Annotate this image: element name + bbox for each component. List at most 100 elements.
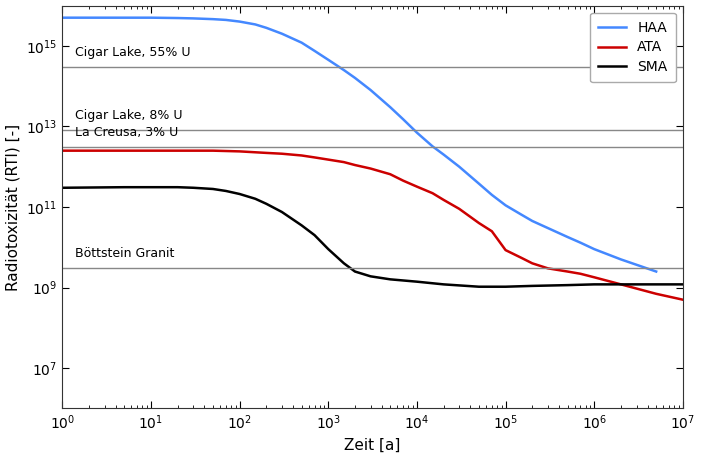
Text: Cigar Lake, 8% U: Cigar Lake, 8% U: [75, 109, 183, 122]
HAA: [58, 15, 67, 21]
SMA: [189, 185, 198, 191]
Line: HAA: HAA: [62, 18, 656, 272]
SMA: [222, 188, 230, 194]
HAA: [236, 19, 244, 24]
HAA: [576, 240, 585, 245]
SMA: [297, 223, 306, 228]
HAA: [147, 15, 155, 21]
SMA: [652, 282, 660, 287]
ATA: [564, 269, 572, 274]
SMA: [475, 284, 483, 289]
HAA: [209, 16, 217, 22]
SMA: [236, 191, 244, 197]
HAA: [455, 164, 463, 169]
ATA: [340, 159, 348, 165]
SMA: [58, 185, 67, 191]
HAA: [440, 152, 448, 158]
ATA: [517, 255, 525, 261]
HAA: [488, 192, 496, 197]
ATA: [147, 148, 155, 153]
Text: Böttstein Granit: Böttstein Granit: [75, 247, 175, 260]
SMA: [278, 209, 286, 215]
Line: ATA: ATA: [62, 151, 683, 300]
ATA: [236, 149, 244, 154]
HAA: [311, 48, 319, 54]
ATA: [350, 162, 359, 168]
SMA: [324, 246, 332, 252]
ATA: [386, 171, 395, 177]
HAA: [278, 31, 286, 37]
SMA: [262, 201, 271, 207]
SMA: [367, 273, 375, 279]
Line: SMA: SMA: [62, 187, 683, 287]
ATA: [209, 148, 217, 153]
HAA: [428, 144, 437, 149]
HAA: [501, 202, 510, 208]
ATA: [576, 271, 585, 277]
ATA: [58, 148, 67, 153]
ATA: [488, 229, 496, 234]
SMA: [413, 279, 421, 284]
HAA: [251, 22, 259, 27]
SMA: [386, 277, 395, 282]
HAA: [262, 25, 271, 31]
ATA: [590, 274, 599, 280]
ATA: [528, 261, 536, 266]
HAA: [350, 75, 359, 81]
SMA: [120, 185, 128, 190]
ATA: [652, 291, 660, 296]
HAA: [367, 87, 375, 93]
SMA: [399, 278, 407, 283]
HAA: [222, 17, 230, 22]
X-axis label: Zeit [a]: Zeit [a]: [344, 437, 401, 453]
ATA: [297, 153, 306, 158]
SMA: [251, 196, 259, 202]
HAA: [297, 40, 306, 45]
SMA: [173, 185, 182, 190]
ATA: [189, 148, 198, 153]
ATA: [367, 166, 375, 171]
HAA: [413, 130, 421, 136]
SMA: [564, 283, 572, 288]
HAA: [189, 16, 198, 21]
ATA: [428, 191, 437, 196]
HAA: [528, 218, 536, 224]
ATA: [475, 220, 483, 226]
ATA: [311, 155, 319, 160]
ATA: [501, 247, 510, 253]
ATA: [120, 148, 128, 153]
ATA: [617, 282, 625, 287]
ATA: [262, 150, 271, 156]
HAA: [399, 117, 407, 122]
HAA: [340, 67, 348, 73]
SMA: [590, 282, 599, 287]
SMA: [501, 284, 510, 289]
ATA: [324, 157, 332, 162]
HAA: [517, 212, 525, 217]
HAA: [475, 181, 483, 186]
HAA: [120, 15, 128, 21]
HAA: [386, 104, 395, 110]
SMA: [679, 282, 687, 287]
SMA: [440, 282, 448, 287]
ATA: [440, 197, 448, 202]
SMA: [209, 186, 217, 192]
HAA: [590, 246, 599, 252]
HAA: [564, 234, 572, 240]
SMA: [350, 269, 359, 274]
HAA: [652, 269, 660, 274]
ATA: [679, 297, 687, 302]
ATA: [399, 178, 407, 183]
Text: Cigar Lake, 55% U: Cigar Lake, 55% U: [75, 46, 191, 59]
Y-axis label: Radiotoxizität (RTI) [-]: Radiotoxizität (RTI) [-]: [6, 123, 20, 290]
SMA: [163, 185, 171, 190]
ATA: [455, 206, 463, 212]
ATA: [544, 266, 552, 271]
SMA: [528, 283, 536, 289]
HAA: [85, 15, 93, 21]
ATA: [413, 184, 421, 190]
HAA: [324, 57, 332, 63]
HAA: [173, 15, 182, 21]
SMA: [147, 185, 155, 190]
SMA: [340, 261, 348, 266]
